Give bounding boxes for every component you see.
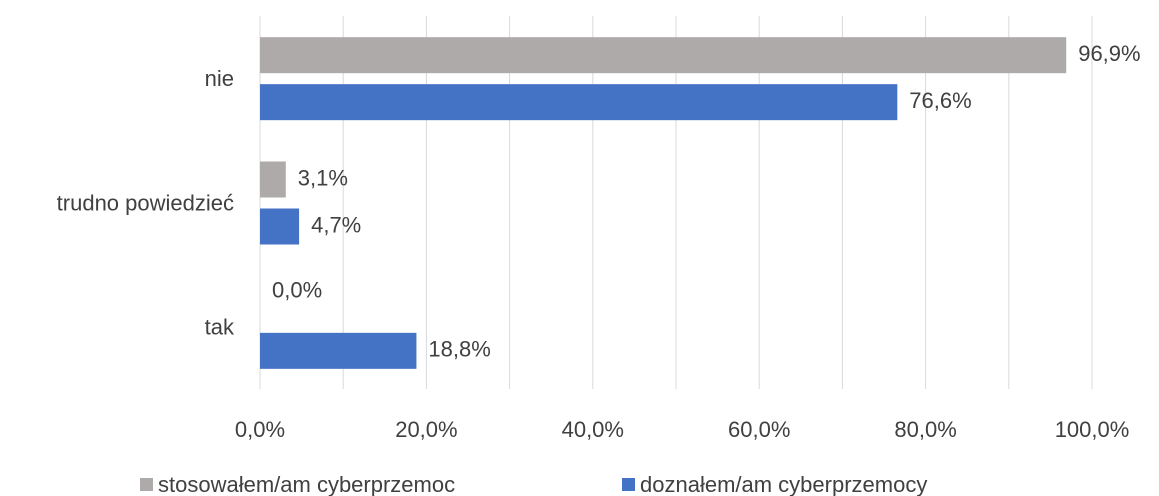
value-label: 96,9%	[1078, 41, 1140, 66]
legend-label: stosowałem/am cyberprzemoc	[158, 472, 455, 496]
legend-label: doznałem/am cyberprzemocy	[640, 472, 927, 496]
legend-swatch	[622, 478, 635, 491]
bar	[260, 161, 286, 198]
x-tick-label: 20,0%	[395, 417, 457, 442]
category-label: nie	[205, 66, 234, 91]
category-label: trudno powiedzieć	[57, 190, 234, 215]
value-label: 76,6%	[909, 88, 971, 113]
value-label: 0,0%	[272, 278, 322, 303]
x-tick-label: 40,0%	[562, 417, 624, 442]
x-tick-label: 60,0%	[728, 417, 790, 442]
category-label: tak	[205, 315, 235, 340]
bar	[260, 84, 898, 121]
bar	[260, 332, 417, 369]
value-label: 3,1%	[298, 165, 348, 190]
x-tick-label: 80,0%	[894, 417, 956, 442]
bar	[260, 208, 300, 245]
x-tick-label: 100,0%	[1055, 417, 1130, 442]
value-label: 4,7%	[311, 212, 361, 237]
x-tick-label: 0,0%	[235, 417, 285, 442]
value-label: 18,8%	[428, 337, 490, 362]
legend-swatch	[140, 478, 153, 491]
bar	[260, 37, 1067, 74]
